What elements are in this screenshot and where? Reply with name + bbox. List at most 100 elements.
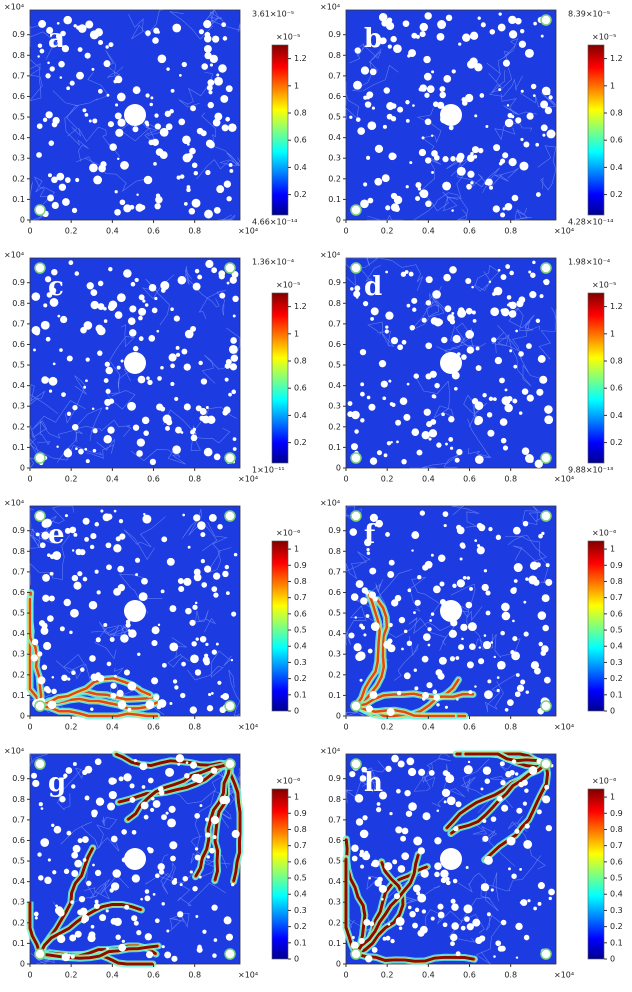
y-tick-label: 0.3: [12, 650, 25, 659]
particle: [541, 531, 545, 536]
particle: [209, 63, 214, 67]
particle: [106, 564, 112, 571]
particle: [535, 318, 541, 323]
particle: [144, 120, 149, 125]
particle: [78, 895, 86, 903]
flow-core: [355, 861, 405, 956]
particle: [231, 389, 236, 395]
particle: [169, 702, 173, 705]
particle: [407, 588, 412, 593]
particle: [156, 30, 160, 34]
particle: [385, 311, 394, 320]
particle: [78, 448, 84, 455]
particle: [172, 23, 182, 33]
y-tick-label: 0.9: [328, 526, 341, 535]
flow-line: [345, 81, 359, 120]
particle: [161, 945, 165, 949]
particle: [108, 42, 114, 48]
particle: [42, 574, 50, 582]
particle: [375, 519, 384, 528]
particle: [56, 172, 65, 181]
particle: [381, 174, 390, 183]
particle: [485, 590, 491, 596]
particle: [351, 844, 359, 852]
particle: [213, 206, 221, 214]
particle: [192, 282, 201, 291]
particle: [143, 175, 153, 185]
x-tick-label: 0.4: [422, 475, 435, 484]
particle: [543, 676, 551, 684]
flow-line: [508, 338, 545, 387]
particle: [72, 404, 78, 411]
plot-area: [345, 505, 557, 720]
particle: [109, 637, 115, 643]
particle: [518, 351, 524, 357]
particle: [523, 600, 527, 604]
particle: [165, 425, 170, 431]
particle: [158, 869, 165, 875]
particle: [116, 293, 126, 303]
plot-area: [29, 9, 241, 221]
particle: [465, 330, 475, 339]
particle: [132, 345, 139, 352]
particle: [130, 281, 136, 287]
colorbar-tick-label: 0.4: [610, 642, 623, 651]
particle: [548, 95, 553, 100]
particle: [355, 117, 361, 122]
particle: [80, 326, 87, 334]
flow-line: [514, 207, 532, 221]
particle: [44, 876, 52, 885]
particle: [384, 862, 393, 871]
particle: [145, 700, 155, 710]
particle: [480, 883, 490, 892]
particle: [401, 339, 407, 345]
particle: [529, 291, 537, 299]
particle: [542, 133, 546, 137]
particle: [193, 568, 201, 576]
flow-line: [184, 266, 220, 308]
particle: [203, 447, 213, 457]
particle: [71, 423, 79, 431]
particle: [116, 92, 126, 102]
particle: [118, 943, 127, 952]
particle: [206, 705, 214, 712]
particle: [499, 761, 505, 767]
particle: [353, 80, 362, 90]
flow-line: [190, 788, 240, 849]
particle: [420, 869, 429, 878]
colorbar-tick-label: 0: [610, 955, 615, 964]
particle: [136, 193, 139, 196]
particle: [142, 299, 146, 303]
particle: [143, 512, 146, 516]
particle: [424, 118, 432, 126]
particle: [501, 602, 510, 612]
x-tick-label: 0: [27, 227, 32, 236]
particle: [51, 675, 55, 679]
x-tick-label: 0.4: [106, 723, 119, 732]
particle: [514, 828, 520, 834]
particle: [116, 689, 124, 697]
particle: [127, 629, 131, 632]
particle: [496, 795, 503, 802]
particle: [423, 72, 432, 81]
panel-label: c: [48, 272, 64, 302]
x-tick-label: 0.8: [504, 971, 517, 980]
particle: [49, 554, 55, 560]
particle: [506, 836, 516, 846]
particle: [450, 933, 458, 942]
particle: [169, 605, 177, 613]
particle: [190, 654, 199, 664]
particle: [128, 629, 137, 638]
particle: [222, 570, 229, 578]
particle: [117, 700, 127, 709]
particle: [180, 431, 184, 434]
particle: [120, 160, 129, 170]
particle: [220, 94, 229, 103]
particle: [75, 177, 80, 183]
flow-line: [167, 637, 190, 668]
particle: [429, 619, 432, 622]
y-tick-label: 0: [20, 216, 25, 225]
colorbar-tick-label: 0.7: [610, 593, 623, 602]
flow-line: [538, 307, 557, 360]
particle: [419, 510, 426, 516]
